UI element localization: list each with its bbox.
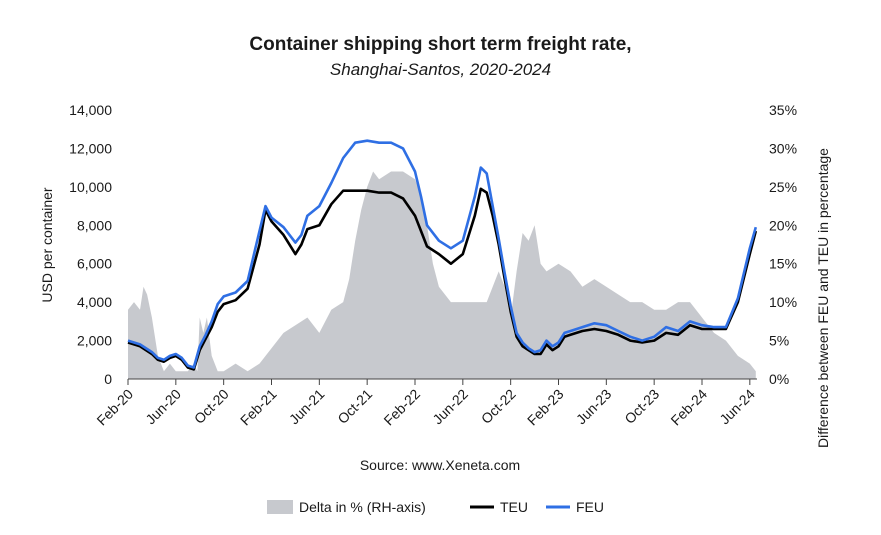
legend: Delta in % (RH-axis) TEU FEU [267, 499, 604, 515]
left-tick-label: 12,000 [69, 140, 112, 156]
left-tick-label: 4,000 [77, 294, 112, 310]
legend-label-delta: Delta in % (RH-axis) [299, 499, 426, 515]
right-axis-label: Difference between FEU and TEU in percen… [815, 148, 831, 448]
chart-title: Container shipping short term freight ra… [249, 34, 632, 55]
left-tick-label: 0 [104, 371, 112, 387]
right-tick-label: 0% [769, 371, 789, 387]
right-tick-label: 15% [769, 256, 797, 272]
x-tick-label: Oct-21 [334, 386, 375, 427]
legend-label-teu: TEU [500, 499, 528, 515]
right-tick-label: 10% [769, 294, 797, 310]
x-tick-label: Feb-22 [380, 386, 423, 429]
series-feu-line [127, 139, 758, 369]
line-series-layer [127, 139, 758, 371]
x-tick-label: Oct-20 [191, 386, 232, 427]
x-tick-label: Jun-20 [142, 386, 184, 428]
right-tick-label: 30% [769, 140, 797, 156]
x-tick-label: Jun-21 [286, 386, 328, 428]
x-tick-label: Jun-23 [573, 386, 615, 428]
left-tick-label: 2,000 [77, 333, 112, 349]
x-tick-label: Oct-23 [621, 386, 662, 427]
x-tick-label: Feb-21 [237, 386, 280, 429]
right-tick-label: 35% [769, 102, 797, 118]
source-note: Source: www.Xeneta.com [360, 457, 520, 473]
legend-label-feu: FEU [576, 499, 604, 515]
x-tick-label: Oct-22 [478, 386, 519, 427]
x-tick-label: Feb-24 [667, 386, 710, 429]
left-tick-label: 8,000 [77, 217, 112, 233]
right-tick-label: 25% [769, 179, 797, 195]
right-tick-label: 20% [769, 217, 797, 233]
right-tick-label: 5% [769, 333, 789, 349]
delta-area-layer [128, 171, 756, 379]
x-tick-label: Jun-22 [429, 386, 471, 428]
series-teu-line [127, 187, 758, 371]
left-tick-label: 6,000 [77, 256, 112, 272]
x-tick-label: Feb-20 [93, 386, 136, 429]
series-delta-area [128, 171, 756, 379]
left-tick-label: 14,000 [69, 102, 112, 118]
x-tick-label: Jun-24 [716, 386, 758, 428]
legend-swatch-delta [267, 500, 293, 514]
chart-subtitle: Shanghai-Santos, 2020-2024 [329, 60, 552, 79]
left-axis-label: USD per container [39, 187, 55, 303]
left-tick-label: 10,000 [69, 179, 112, 195]
x-tick-label: Feb-23 [524, 386, 567, 429]
